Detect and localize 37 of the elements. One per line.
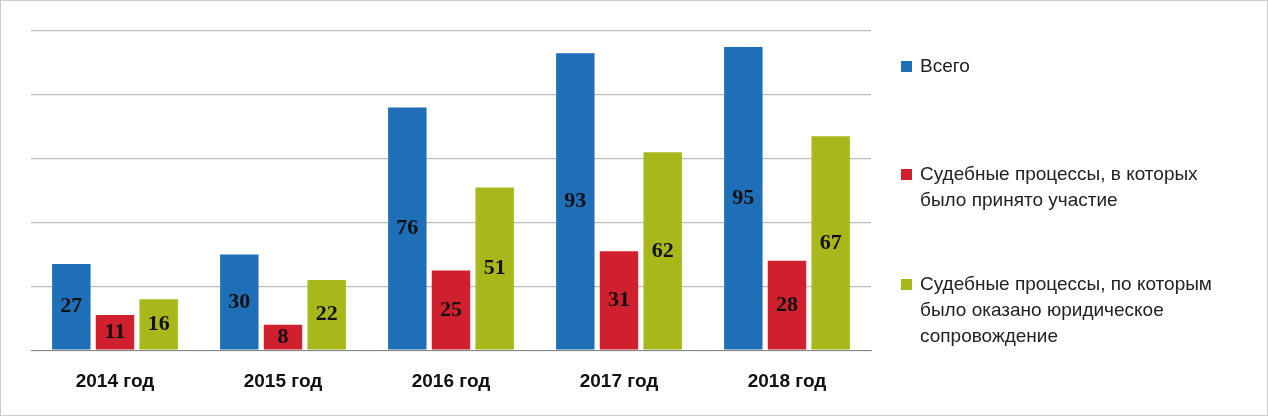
data-label: 28	[776, 290, 798, 316]
legend-label: Всего	[920, 54, 970, 78]
x-tick-label: 2016 год	[411, 369, 491, 391]
bar	[811, 136, 850, 350]
data-label: 67	[819, 228, 842, 254]
x-tick-label: 2018 год	[747, 369, 827, 391]
bar	[599, 251, 639, 350]
data-label: 31	[608, 286, 630, 312]
data-label: 8	[277, 322, 289, 348]
bar	[220, 254, 259, 350]
data-label: 16	[147, 310, 170, 336]
bar	[767, 260, 807, 350]
data-label: 25	[440, 295, 462, 321]
bar	[556, 53, 595, 350]
bar	[388, 107, 427, 350]
bar	[307, 279, 346, 350]
data-label: 51	[483, 254, 506, 280]
data-label: 27	[60, 292, 83, 318]
data-label: 93	[564, 187, 587, 213]
legend-label: Судебные процессы, по которым было оказано юридическое сопровождение	[920, 272, 1213, 348]
x-tick-label: 2015 год	[243, 369, 323, 391]
data-label: 22	[315, 300, 338, 326]
bar	[724, 46, 763, 350]
data-label: 95	[732, 183, 755, 209]
data-label: 11	[104, 318, 126, 344]
legend-label: Судебные процессы, в которых было принято участие	[920, 162, 1199, 212]
bar	[52, 264, 91, 350]
bar	[95, 315, 135, 350]
x-tick-label: 2014 год	[75, 369, 155, 391]
data-label: 30	[228, 287, 251, 313]
bar	[431, 270, 471, 350]
data-label: 76	[396, 214, 419, 240]
bar	[475, 187, 514, 350]
bar	[139, 299, 178, 350]
bar	[643, 152, 682, 350]
x-tick-label: 2017 год	[579, 369, 659, 391]
data-label: 62	[651, 236, 674, 262]
